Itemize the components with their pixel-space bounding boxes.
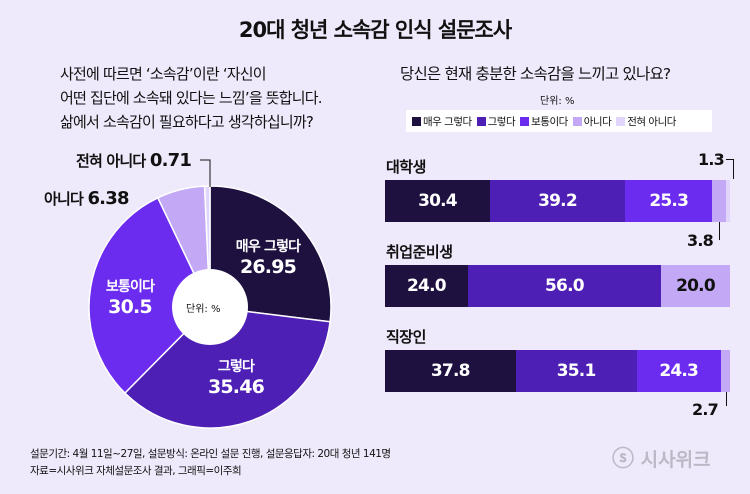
left-question-line: 어떤 집단에 소속돼 있다는 느낌’을 뜻합니다.: [60, 89, 323, 107]
legend-swatch-icon: [476, 116, 486, 126]
bar-row: 30.4 39.2 25.3: [385, 180, 730, 222]
legend-swatch-icon: [520, 116, 530, 126]
bar-unit: 단위: %: [540, 96, 575, 107]
page-title: 20대 청년 소속감 인식 설문조사: [238, 18, 512, 42]
right-question: 당신은 현재 충분한 소속감을 느끼고 있나요?: [400, 65, 671, 83]
pie-label-neutral: 보통이다 30.5: [90, 276, 170, 318]
left-question-line: 사전에 따르면 ‘소속감’이란 ‘자신이: [60, 65, 267, 83]
bar-row: 37.8 35.1 24.3: [385, 350, 730, 392]
pie-value: 26.95: [239, 256, 297, 278]
pie-category: 매우 그렇다: [235, 239, 301, 255]
bar-segment: 24.3: [636, 350, 721, 392]
bar-segment: 39.2: [489, 180, 626, 222]
pie-category: 보통이다: [105, 279, 155, 295]
bar-segment: 20.0: [660, 265, 730, 307]
logo-icon: ⓢ: [612, 447, 635, 472]
legend-item: 그렇다: [476, 114, 516, 129]
bar-segment: 24.0: [385, 265, 468, 307]
bar-segment: 56.0: [467, 265, 661, 307]
pie-unit: 단위: %: [186, 304, 221, 315]
pie-value: 30.5: [108, 296, 152, 318]
bar-segment: [720, 350, 730, 392]
row-label: 대학생: [386, 158, 426, 176]
pie-category: 아니다: [44, 190, 84, 208]
left-question: 사전에 따르면 ‘소속감’이란 ‘자신이 어떤 집단에 소속돼 있다는 느낌’을…: [60, 62, 323, 134]
bar-segment: [725, 180, 730, 222]
legend-item: 전혀 아니다: [616, 114, 676, 129]
pie-value: 0.71: [149, 150, 192, 171]
legend-item: 아니다: [572, 114, 612, 129]
pie-label-strongly-disagree: 전혀 아니다 0.71: [76, 150, 192, 171]
legend-swatch-icon: [616, 116, 626, 126]
pie-value: 6.38: [87, 188, 129, 209]
pie-slice-2: [88, 196, 211, 395]
pie-hole: [172, 269, 248, 345]
pie-label-very-agree: 매우 그렇다 26.95: [218, 236, 318, 278]
pie-category: 그렇다: [217, 359, 255, 375]
pie-label-disagree: 아니다 6.38: [44, 188, 129, 209]
footer: 설문기간: 4월 11일~27일, 설문방식: 온라인 설문 진행, 설문응답자…: [30, 446, 391, 480]
callout-line: [200, 159, 211, 187]
row-label: 직장인: [386, 328, 426, 346]
pie-label-agree: 그렇다 35.46: [196, 356, 276, 398]
pie-category: 전혀 아니다: [76, 152, 146, 170]
legend-swatch-icon: [572, 116, 582, 126]
bar-row: 24.0 56.0 20.0: [385, 265, 730, 307]
legend-item: 보통이다: [520, 114, 568, 129]
row-label: 취업준비생: [386, 243, 453, 261]
bar-label-external: 3.8: [687, 231, 714, 250]
logo: ⓢ 시사위크: [612, 447, 711, 472]
bar-segment: 35.1: [515, 350, 637, 392]
left-question-line: 삶에서 소속감이 필요하다고 생각하십니까?: [60, 113, 314, 131]
bar-segment: 30.4: [385, 180, 490, 222]
bar-segment: 37.8: [385, 350, 516, 392]
bar-segment: [712, 180, 726, 222]
bar-label-external: 1.3: [698, 150, 725, 169]
pie-value: 35.46: [207, 376, 265, 398]
footer-line: 자료=시사위크 자체설문조사 결과, 그래픽=이주희: [30, 465, 242, 477]
legend-swatch-icon: [412, 116, 421, 126]
legend-item: 매우 그렇다: [412, 114, 472, 129]
bar-segment: 25.3: [625, 180, 713, 222]
pie-slice-1: [123, 306, 331, 429]
legend: 매우 그렇다 그렇다 보통이다 아니다 전혀 아니다: [406, 110, 712, 132]
footer-line: 설문기간: 4월 11일~27일, 설문방식: 온라인 설문 진행, 설문응답자…: [30, 448, 391, 460]
bar-label-external: 2.7: [692, 400, 719, 419]
